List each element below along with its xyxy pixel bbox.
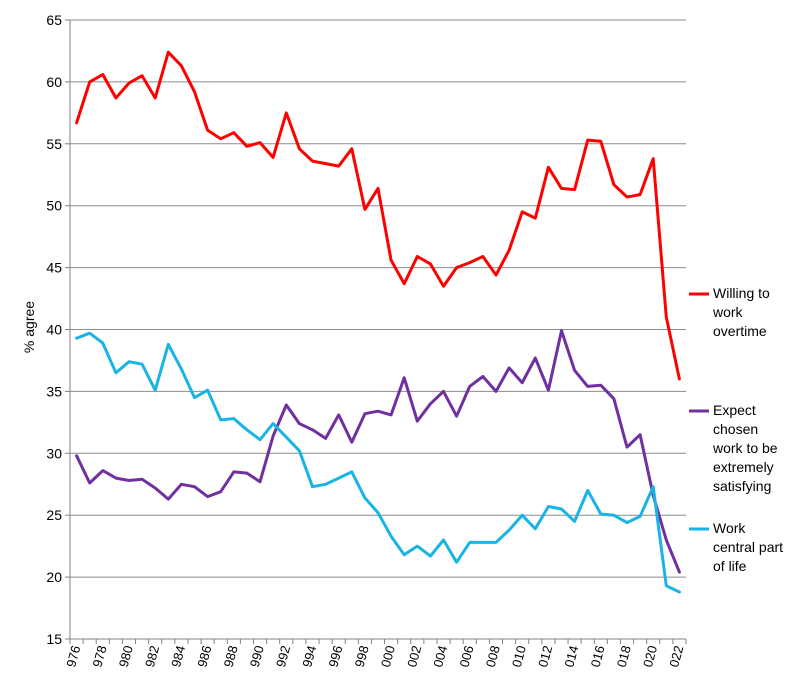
series-lines <box>75 50 681 594</box>
x-tick-label: 984 <box>168 644 188 669</box>
y-tick-label: 65 <box>46 12 62 28</box>
y-tick-label: 45 <box>46 260 62 276</box>
y-tick-label: 50 <box>46 198 62 214</box>
x-tick-label: 018 <box>614 644 634 669</box>
x-tick-label: 012 <box>535 644 555 669</box>
x-tick-label: 000 <box>378 644 398 669</box>
x-tick-label: 990 <box>247 644 267 669</box>
series-line-2 <box>75 329 681 574</box>
y-tick-label: 15 <box>46 631 62 647</box>
y-tick-label: 25 <box>46 507 62 523</box>
axes <box>69 20 686 640</box>
y-tick-label: 20 <box>46 569 62 585</box>
x-tick-label: 022 <box>666 644 686 669</box>
x-tick-label: 010 <box>509 644 529 669</box>
x-tick-label: 006 <box>457 644 477 669</box>
x-tick-label: 978 <box>90 644 110 669</box>
legend-label: central part <box>713 539 783 555</box>
series-line-3 <box>75 331 681 594</box>
legend-label: Expect <box>713 402 756 418</box>
y-tick-label: 30 <box>46 445 62 461</box>
y-tick-label: 40 <box>46 322 62 338</box>
legend-label: work <box>712 304 744 320</box>
y-tick-label: 60 <box>46 74 62 90</box>
legend-label: overtime <box>713 323 767 339</box>
legend-label: of life <box>713 558 747 574</box>
x-tick-label: 996 <box>325 644 345 669</box>
x-tick-label: 992 <box>273 644 293 669</box>
x-tick-label: 994 <box>299 644 319 669</box>
x-tick-label: 016 <box>588 644 608 669</box>
legend: Willing to work overtime Expect chosen work t… <box>689 285 783 574</box>
series-line-1 <box>75 50 681 381</box>
x-tick-label: 988 <box>221 644 241 669</box>
x-tick-label: 980 <box>116 644 136 669</box>
gridlines <box>65 19 687 644</box>
y-tick-labels: 15 20 25 30 35 40 45 50 55 60 65 <box>46 12 62 647</box>
legend-label: satisfying <box>713 478 771 494</box>
x-tick-label: 014 <box>561 644 581 669</box>
x-tick-label: 976 <box>63 644 83 669</box>
x-tick-label: 982 <box>142 644 162 669</box>
legend-label: extremely <box>713 459 774 475</box>
legend-label: chosen <box>713 421 758 437</box>
x-tick-labels: 976 978 980 982 984 986 988 990 992 994 996 998 000 0… <box>63 644 686 669</box>
x-tick-label: 998 <box>352 644 372 669</box>
y-tick-label: 55 <box>46 136 62 152</box>
y-axis-label: % agree <box>21 301 37 353</box>
y-tick-label: 35 <box>46 383 62 399</box>
x-tick-label: 020 <box>640 644 660 669</box>
x-tick-label: 008 <box>483 644 503 669</box>
legend-label: Willing to <box>713 285 770 301</box>
x-tick-label: 002 <box>404 644 424 669</box>
x-tick-label: 986 <box>194 644 214 669</box>
x-tick-label: 004 <box>430 644 450 669</box>
legend-label: work to be <box>712 440 778 456</box>
legend-label: Work <box>713 520 746 536</box>
